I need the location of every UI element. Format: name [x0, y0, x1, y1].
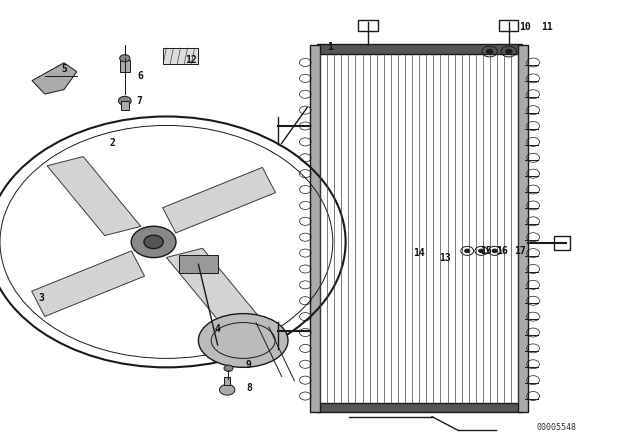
Text: 7: 7 [136, 96, 143, 106]
Text: 16: 16 [497, 246, 508, 256]
Bar [317, 403, 522, 412]
Text: 12: 12 [185, 56, 196, 65]
Text: 5: 5 [61, 65, 67, 74]
Text: 15: 15 [481, 246, 492, 256]
Polygon shape [166, 248, 260, 327]
Circle shape [220, 384, 235, 395]
Text: 2: 2 [109, 138, 115, 148]
Bar [224, 377, 230, 385]
Polygon shape [31, 251, 145, 316]
Bar [163, 48, 198, 64]
Polygon shape [47, 156, 141, 236]
Bar [518, 45, 528, 412]
Circle shape [465, 249, 470, 253]
Circle shape [486, 49, 493, 54]
Text: 3: 3 [38, 293, 45, 303]
Circle shape [120, 55, 130, 62]
Bar [554, 237, 570, 250]
Text: 13: 13 [439, 253, 451, 263]
Text: 8: 8 [246, 383, 253, 392]
Circle shape [492, 249, 497, 253]
Ellipse shape [198, 314, 288, 367]
Bar [120, 60, 130, 72]
Bar [121, 101, 129, 110]
Circle shape [224, 365, 233, 371]
Bar [317, 44, 522, 54]
Text: 11: 11 [541, 22, 553, 32]
Bar [179, 255, 218, 273]
Bar [499, 20, 518, 31]
Bar [310, 45, 320, 412]
Text: 1: 1 [326, 42, 333, 52]
Text: 4: 4 [214, 324, 221, 334]
Circle shape [479, 249, 484, 253]
Text: 14: 14 [413, 248, 425, 258]
Text: 9: 9 [245, 360, 252, 370]
Text: 10: 10 [519, 22, 531, 32]
Circle shape [506, 49, 512, 54]
Text: 00005548: 00005548 [537, 423, 577, 432]
Text: 6: 6 [138, 71, 144, 81]
Bar [358, 20, 378, 31]
Polygon shape [163, 168, 276, 233]
Text: 17: 17 [514, 246, 525, 256]
Circle shape [144, 235, 163, 249]
Polygon shape [32, 63, 77, 94]
Circle shape [131, 226, 176, 258]
Circle shape [118, 96, 131, 105]
